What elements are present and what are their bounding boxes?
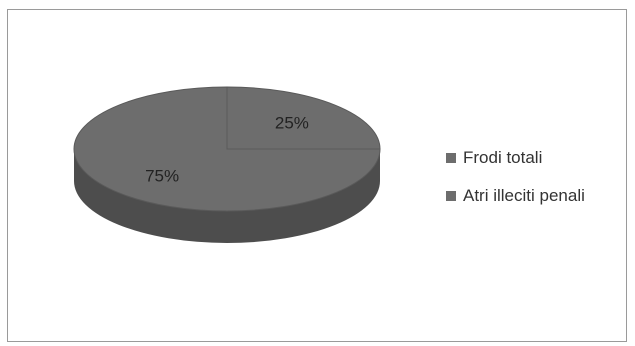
legend-swatch [446,191,456,201]
pie-slice-2 [73,86,381,212]
legend: Frodi totali Atri illeciti penali [446,147,585,223]
pie-side [74,149,380,243]
legend-label: Frodi totali [463,148,543,167]
pie-top [73,86,381,212]
legend-label: Atri illeciti penali [463,186,585,205]
legend-item-atri-illeciti-penali: Atri illeciti penali [446,185,585,207]
pie-side-wall [74,149,380,243]
legend-item-frodi-totali: Frodi totali [446,147,585,169]
pie-labels: 25% 75% [145,114,309,186]
data-label-2: 75% [145,166,179,185]
pie-slice-1 [226,86,381,150]
legend-swatch [446,153,456,163]
data-label-1: 25% [275,114,309,133]
